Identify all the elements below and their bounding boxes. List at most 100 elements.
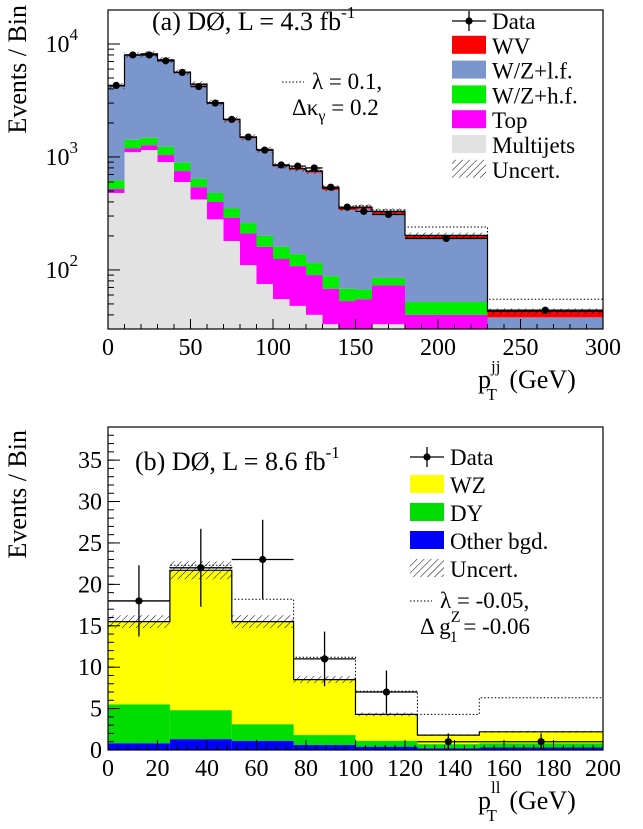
x-label-sup: jj <box>490 357 500 376</box>
histogram-bar-wz <box>231 621 294 725</box>
histogram-bar-top <box>372 285 405 325</box>
histogram-bar-top <box>174 171 191 183</box>
y-tick-exp: 2 <box>70 251 79 270</box>
histogram-bar-top <box>405 314 488 329</box>
histogram-bar-w-z-h-f- <box>207 192 224 202</box>
data-point <box>244 133 252 141</box>
legend-marker-dot <box>423 453 431 461</box>
panel-label: (b) <box>135 447 172 476</box>
legend-label: Data <box>450 445 493 470</box>
histogram-bar-dy <box>231 724 294 741</box>
histogram-bar-w-z-h-f- <box>108 180 125 190</box>
legend-swatch <box>410 503 444 521</box>
plot-area <box>108 51 603 329</box>
legend-swatch <box>410 475 444 493</box>
histogram-bar-top <box>240 233 257 266</box>
histogram-bar-top <box>223 217 240 242</box>
x-label-sup: ll <box>491 778 501 797</box>
legend-swatch <box>410 531 444 549</box>
data-point <box>310 164 318 172</box>
histogram-bar-w-z-h-f- <box>124 139 141 149</box>
y-tick-label: 25 <box>78 531 102 557</box>
data-point <box>145 51 153 59</box>
data-point <box>129 51 137 59</box>
y-tick-exp: 3 <box>70 138 79 157</box>
histogram-bar-top <box>273 258 290 300</box>
histogram-bar-top <box>339 301 356 329</box>
histogram-bar-w-z-l-f- <box>306 172 323 264</box>
histogram-bar-multijets <box>174 182 191 329</box>
legend-label: DY <box>450 501 484 526</box>
histogram-bar-other-bgd- <box>169 739 232 750</box>
signal-legend-line1: λ = 0.1, <box>312 69 382 94</box>
x-tick-label: 50 <box>179 335 203 361</box>
data-point <box>135 597 143 605</box>
data-point <box>162 57 170 65</box>
data-point <box>382 688 391 696</box>
histogram-bar-w-z-h-f- <box>372 277 405 286</box>
histogram-bar-w-z-l-f- <box>157 60 174 147</box>
y-tick-base: 10 <box>46 258 70 284</box>
y-axis-label: Events / Bin <box>3 5 32 134</box>
histogram-bar-top <box>355 299 372 329</box>
data-point <box>259 555 267 564</box>
histogram-bar-other-bgd- <box>293 745 356 750</box>
histogram-bar-top <box>289 266 306 306</box>
histogram-bar-multijets <box>306 314 323 329</box>
histogram-bar-w-z-l-f- <box>487 317 603 329</box>
x-label-main: p <box>478 365 491 394</box>
x-label-sub: T <box>486 806 497 825</box>
histogram-bar-w-z-l-f- <box>256 150 273 236</box>
histogram-bar-dy <box>108 704 170 744</box>
x-tick-label: 250 <box>503 335 539 361</box>
data-point <box>541 306 549 314</box>
legend-label: Top <box>492 108 527 133</box>
histogram-bar-w-z-h-f- <box>256 235 273 247</box>
histogram-bar-top <box>322 288 339 325</box>
panel-title: (a) DØ, L = 4.3 fb-1 <box>152 3 355 36</box>
x-label-unit: (GeV) <box>503 786 576 815</box>
data-point <box>277 161 285 169</box>
histogram-bar-dy <box>293 735 356 746</box>
histogram-bar-multijets <box>124 152 141 329</box>
histogram-bar-w-z-h-f- <box>157 146 174 156</box>
data-point <box>211 99 219 107</box>
histogram-bar-w-z-l-f- <box>240 138 257 224</box>
x-tick-label: 200 <box>585 756 621 782</box>
histogram-bar-w-z-h-f- <box>174 162 191 172</box>
histogram-bar-w-z-l-f- <box>207 103 224 193</box>
y-tick-base: 10 <box>46 32 70 58</box>
legend-label: Other bgd. <box>450 529 548 554</box>
histogram-bar-top <box>256 246 273 285</box>
histogram-bar-wz <box>355 714 418 741</box>
y-tick-base: 10 <box>46 145 70 171</box>
x-axis-label: pll T (GeV) <box>478 778 576 825</box>
legend-swatch <box>452 110 486 129</box>
signal-legend-line2: Δ gZ 1 = -0.06 <box>420 609 530 646</box>
x-tick-label: 0 <box>102 335 114 361</box>
panel-title-sup: -1 <box>326 443 340 462</box>
legend-label: Uncert. <box>492 158 560 183</box>
data-point <box>261 146 269 154</box>
data-point <box>178 68 186 77</box>
panel-b: 0 20 40 60 80 100 120 140 160 180 200 0 5 10 15 20 25 30 3… <box>3 426 621 825</box>
panel-title-main: DØ, L = 4.3 fb <box>187 7 341 36</box>
histogram-bar-w-z-h-f- <box>405 302 488 315</box>
histogram-bar-top <box>207 201 224 220</box>
histogram-bar-multijets <box>240 265 257 329</box>
histogram-bar-w-z-h-f- <box>240 223 257 234</box>
signal-legend-param: Δκ <box>292 95 319 120</box>
y-tick-label: 10 <box>78 655 102 681</box>
y-tick-label: 15 <box>78 614 102 640</box>
x-tick-label: 40 <box>195 756 219 782</box>
data-point <box>537 738 545 746</box>
histogram-bar-top <box>306 275 323 315</box>
y-axis-label: Events / Bin <box>3 430 32 559</box>
x-tick-label: 200 <box>420 335 456 361</box>
x-tick-label: 100 <box>255 335 291 361</box>
signal-legend-value: = 0.2 <box>325 95 378 120</box>
data-point <box>195 82 203 91</box>
histogram-bar-multijets <box>322 324 339 329</box>
data-point <box>444 738 452 746</box>
